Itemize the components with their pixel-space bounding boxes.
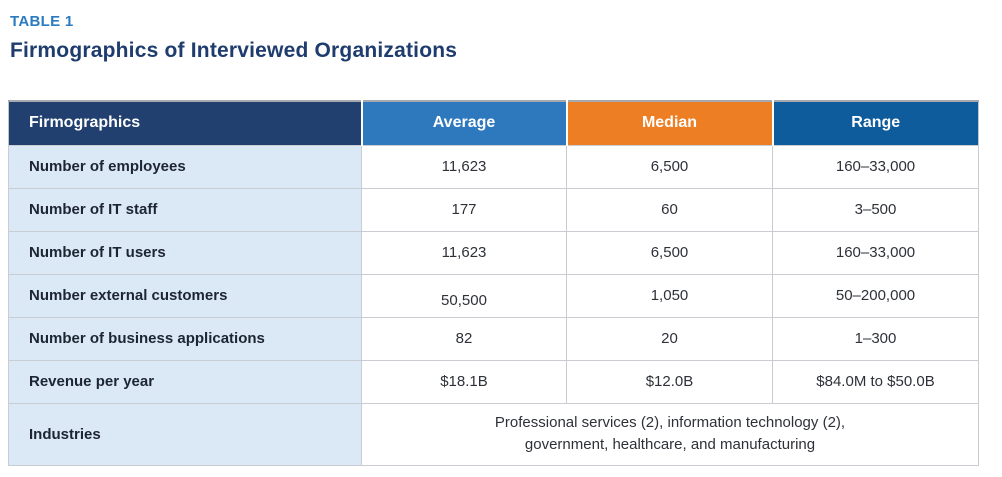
cell-range: 50–200,000 <box>772 273 979 318</box>
firmographics-table: Firmographics Average Median Range Numbe… <box>8 100 979 466</box>
cell-average: 11,623 <box>361 144 567 189</box>
row-label-business-applications: Number of business applications <box>8 316 362 361</box>
cell-range: 3–500 <box>772 187 979 232</box>
cell-average-value: 50,500 <box>441 292 487 309</box>
cell-average: $18.1B <box>361 359 567 404</box>
table-row: Number external customers 50,500 1,050 5… <box>8 273 979 318</box>
column-header-firmographics: Firmographics <box>8 101 362 145</box>
cell-median: 20 <box>566 316 773 361</box>
table-row: Number of employees 11,623 6,500 160–33,… <box>8 144 979 189</box>
column-header-average: Average <box>360 101 567 145</box>
cell-range: $84.0M to $50.0B <box>772 359 979 404</box>
table-row: Number of IT staff 177 60 3–500 <box>8 187 979 232</box>
page-title: Firmographics of Interviewed Organizatio… <box>10 39 458 62</box>
table-number-label: TABLE 1 <box>10 13 74 30</box>
table-row: Revenue per year $18.1B $12.0B $84.0M to… <box>8 359 979 404</box>
row-label-it-staff: Number of IT staff <box>8 187 362 232</box>
cell-range: 1–300 <box>772 316 979 361</box>
cell-average: 82 <box>361 316 567 361</box>
row-label-it-users: Number of IT users <box>8 230 362 275</box>
cell-average: 11,623 <box>361 230 567 275</box>
cell-median: 6,500 <box>566 230 773 275</box>
row-label-employees: Number of employees <box>8 144 362 189</box>
cell-median: $12.0B <box>566 359 773 404</box>
cell-median: 6,500 <box>566 144 773 189</box>
table-row: Number of business applications 82 20 1–… <box>8 316 979 361</box>
cell-range: 160–33,000 <box>772 144 979 189</box>
industries-line-2: government, healthcare, and manufacturin… <box>524 436 816 453</box>
cell-median: 1,050 <box>566 273 773 318</box>
row-label-revenue: Revenue per year <box>8 359 362 404</box>
cell-industries: Professional services (2), information t… <box>361 402 979 466</box>
industries-line-1: Professional services (2), information t… <box>494 414 846 431</box>
row-label-external-customers: Number external customers <box>8 273 362 318</box>
cell-range: 160–33,000 <box>772 230 979 275</box>
cell-average: 50,500 <box>361 273 567 318</box>
column-header-range: Range <box>771 101 979 145</box>
row-label-industries: Industries <box>8 402 362 466</box>
table-header-row: Firmographics Average Median Range <box>8 101 979 145</box>
table-row: Number of IT users 11,623 6,500 160–33,0… <box>8 230 979 275</box>
cell-average: 177 <box>361 187 567 232</box>
table-row-industries: Industries Professional services (2), in… <box>8 402 979 466</box>
title-block: TABLE 1 Firmographics of Interviewed Org… <box>0 0 1002 63</box>
column-header-median: Median <box>565 101 773 145</box>
cell-median: 60 <box>566 187 773 232</box>
